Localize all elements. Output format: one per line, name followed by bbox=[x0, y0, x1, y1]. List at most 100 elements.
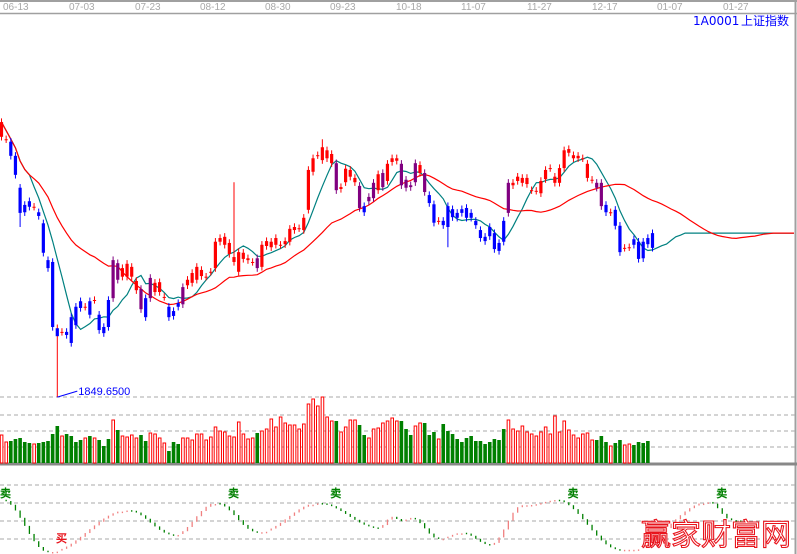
volume-bar bbox=[399, 421, 404, 463]
candle-body bbox=[636, 241, 641, 259]
candle-body bbox=[530, 190, 534, 192]
volume-bar bbox=[157, 437, 162, 464]
volume-bar bbox=[320, 396, 325, 464]
candle-body bbox=[251, 261, 255, 263]
volume-bar bbox=[590, 439, 594, 464]
volume-bar bbox=[483, 444, 487, 463]
candle-body bbox=[316, 155, 320, 157]
volume-bar bbox=[343, 426, 348, 464]
candle-body bbox=[60, 331, 64, 333]
candle-body bbox=[353, 177, 357, 183]
date-tick-label: 07-23 bbox=[135, 2, 161, 13]
volume-bar bbox=[209, 436, 213, 464]
date-tick-label: 01-07 bbox=[657, 2, 683, 13]
candle-body bbox=[348, 169, 352, 177]
low-price-label: 1849.6500 bbox=[78, 386, 130, 398]
volume-bar bbox=[176, 444, 180, 463]
volume-bar bbox=[534, 435, 539, 464]
volume-bar bbox=[646, 441, 650, 463]
volume-bar bbox=[260, 430, 264, 464]
candle-body bbox=[148, 277, 152, 299]
candle-body bbox=[278, 244, 283, 246]
volume-bar bbox=[83, 437, 88, 464]
candle-body bbox=[306, 169, 310, 210]
volume-bar bbox=[264, 428, 269, 464]
volume-bar bbox=[246, 438, 250, 464]
candle-body bbox=[409, 185, 413, 188]
candle-body bbox=[474, 220, 478, 226]
candle-body bbox=[209, 271, 213, 273]
volume-bar bbox=[599, 436, 604, 463]
volume-bar bbox=[4, 441, 9, 464]
candle-body bbox=[534, 190, 538, 192]
candle-body bbox=[195, 266, 199, 280]
date-tick-label: 11-07 bbox=[461, 2, 486, 13]
candle-body bbox=[576, 155, 580, 159]
candle-body bbox=[274, 238, 278, 245]
volume-bar bbox=[218, 430, 222, 464]
candle-body bbox=[492, 233, 496, 250]
volume-bar bbox=[325, 416, 329, 464]
volume-bar bbox=[190, 439, 195, 464]
volume-bar bbox=[539, 431, 543, 464]
candle-body bbox=[376, 174, 380, 191]
candle-body bbox=[553, 176, 557, 183]
candle-body bbox=[646, 238, 650, 245]
date-tick-label: 07-03 bbox=[69, 2, 95, 13]
volume-bar bbox=[306, 403, 311, 464]
volume-bar bbox=[576, 437, 581, 464]
volume-bar bbox=[604, 442, 608, 463]
volume-bar bbox=[278, 416, 283, 464]
volume-bar bbox=[139, 435, 143, 463]
volume-bar bbox=[608, 445, 613, 464]
candle-body bbox=[339, 187, 343, 189]
volume-bar bbox=[69, 436, 74, 463]
volume-bar bbox=[413, 425, 418, 464]
candle-body bbox=[525, 177, 529, 185]
candle-body bbox=[362, 206, 366, 213]
volume-bar bbox=[376, 427, 381, 464]
candle-body bbox=[185, 279, 190, 286]
candle-body bbox=[176, 303, 180, 307]
candle-body bbox=[571, 155, 576, 159]
volume-bar bbox=[106, 439, 111, 463]
volume-bar bbox=[501, 429, 506, 463]
candle-body bbox=[92, 300, 97, 301]
candle-body bbox=[632, 239, 636, 245]
candle-body bbox=[543, 169, 548, 180]
candle-body bbox=[483, 236, 487, 242]
volume-bar bbox=[395, 420, 399, 464]
volume-bar bbox=[111, 419, 116, 464]
volume-bar bbox=[213, 426, 218, 464]
candle-body bbox=[125, 263, 129, 277]
volume-bar bbox=[553, 415, 557, 464]
volume-bar bbox=[371, 428, 376, 464]
candle-body bbox=[395, 158, 399, 161]
volume-bar bbox=[511, 428, 515, 464]
volume-bar bbox=[427, 435, 432, 463]
candle-body bbox=[548, 168, 552, 170]
candle-body bbox=[325, 150, 329, 159]
candle-body bbox=[74, 306, 78, 326]
candle-body bbox=[427, 195, 431, 204]
sell-signal: 卖 bbox=[228, 486, 239, 500]
volume-bar bbox=[60, 435, 64, 464]
candle-body bbox=[641, 241, 645, 259]
candle-body bbox=[167, 306, 171, 318]
candle-body bbox=[232, 257, 236, 262]
volume-bar bbox=[78, 440, 83, 463]
candle-body bbox=[162, 296, 166, 298]
volume-bar bbox=[348, 419, 353, 464]
candle-body bbox=[390, 158, 394, 162]
sell-signal: 卖 bbox=[716, 486, 727, 500]
candle-body bbox=[18, 187, 22, 213]
date-tick-label: 08-30 bbox=[265, 2, 291, 13]
candle-body bbox=[13, 155, 18, 175]
candle-body bbox=[460, 209, 464, 213]
candle-body bbox=[585, 163, 589, 178]
candle-body bbox=[595, 182, 599, 188]
volume-bar bbox=[64, 434, 69, 463]
candle-body bbox=[432, 204, 436, 223]
volume-bar bbox=[581, 433, 585, 464]
